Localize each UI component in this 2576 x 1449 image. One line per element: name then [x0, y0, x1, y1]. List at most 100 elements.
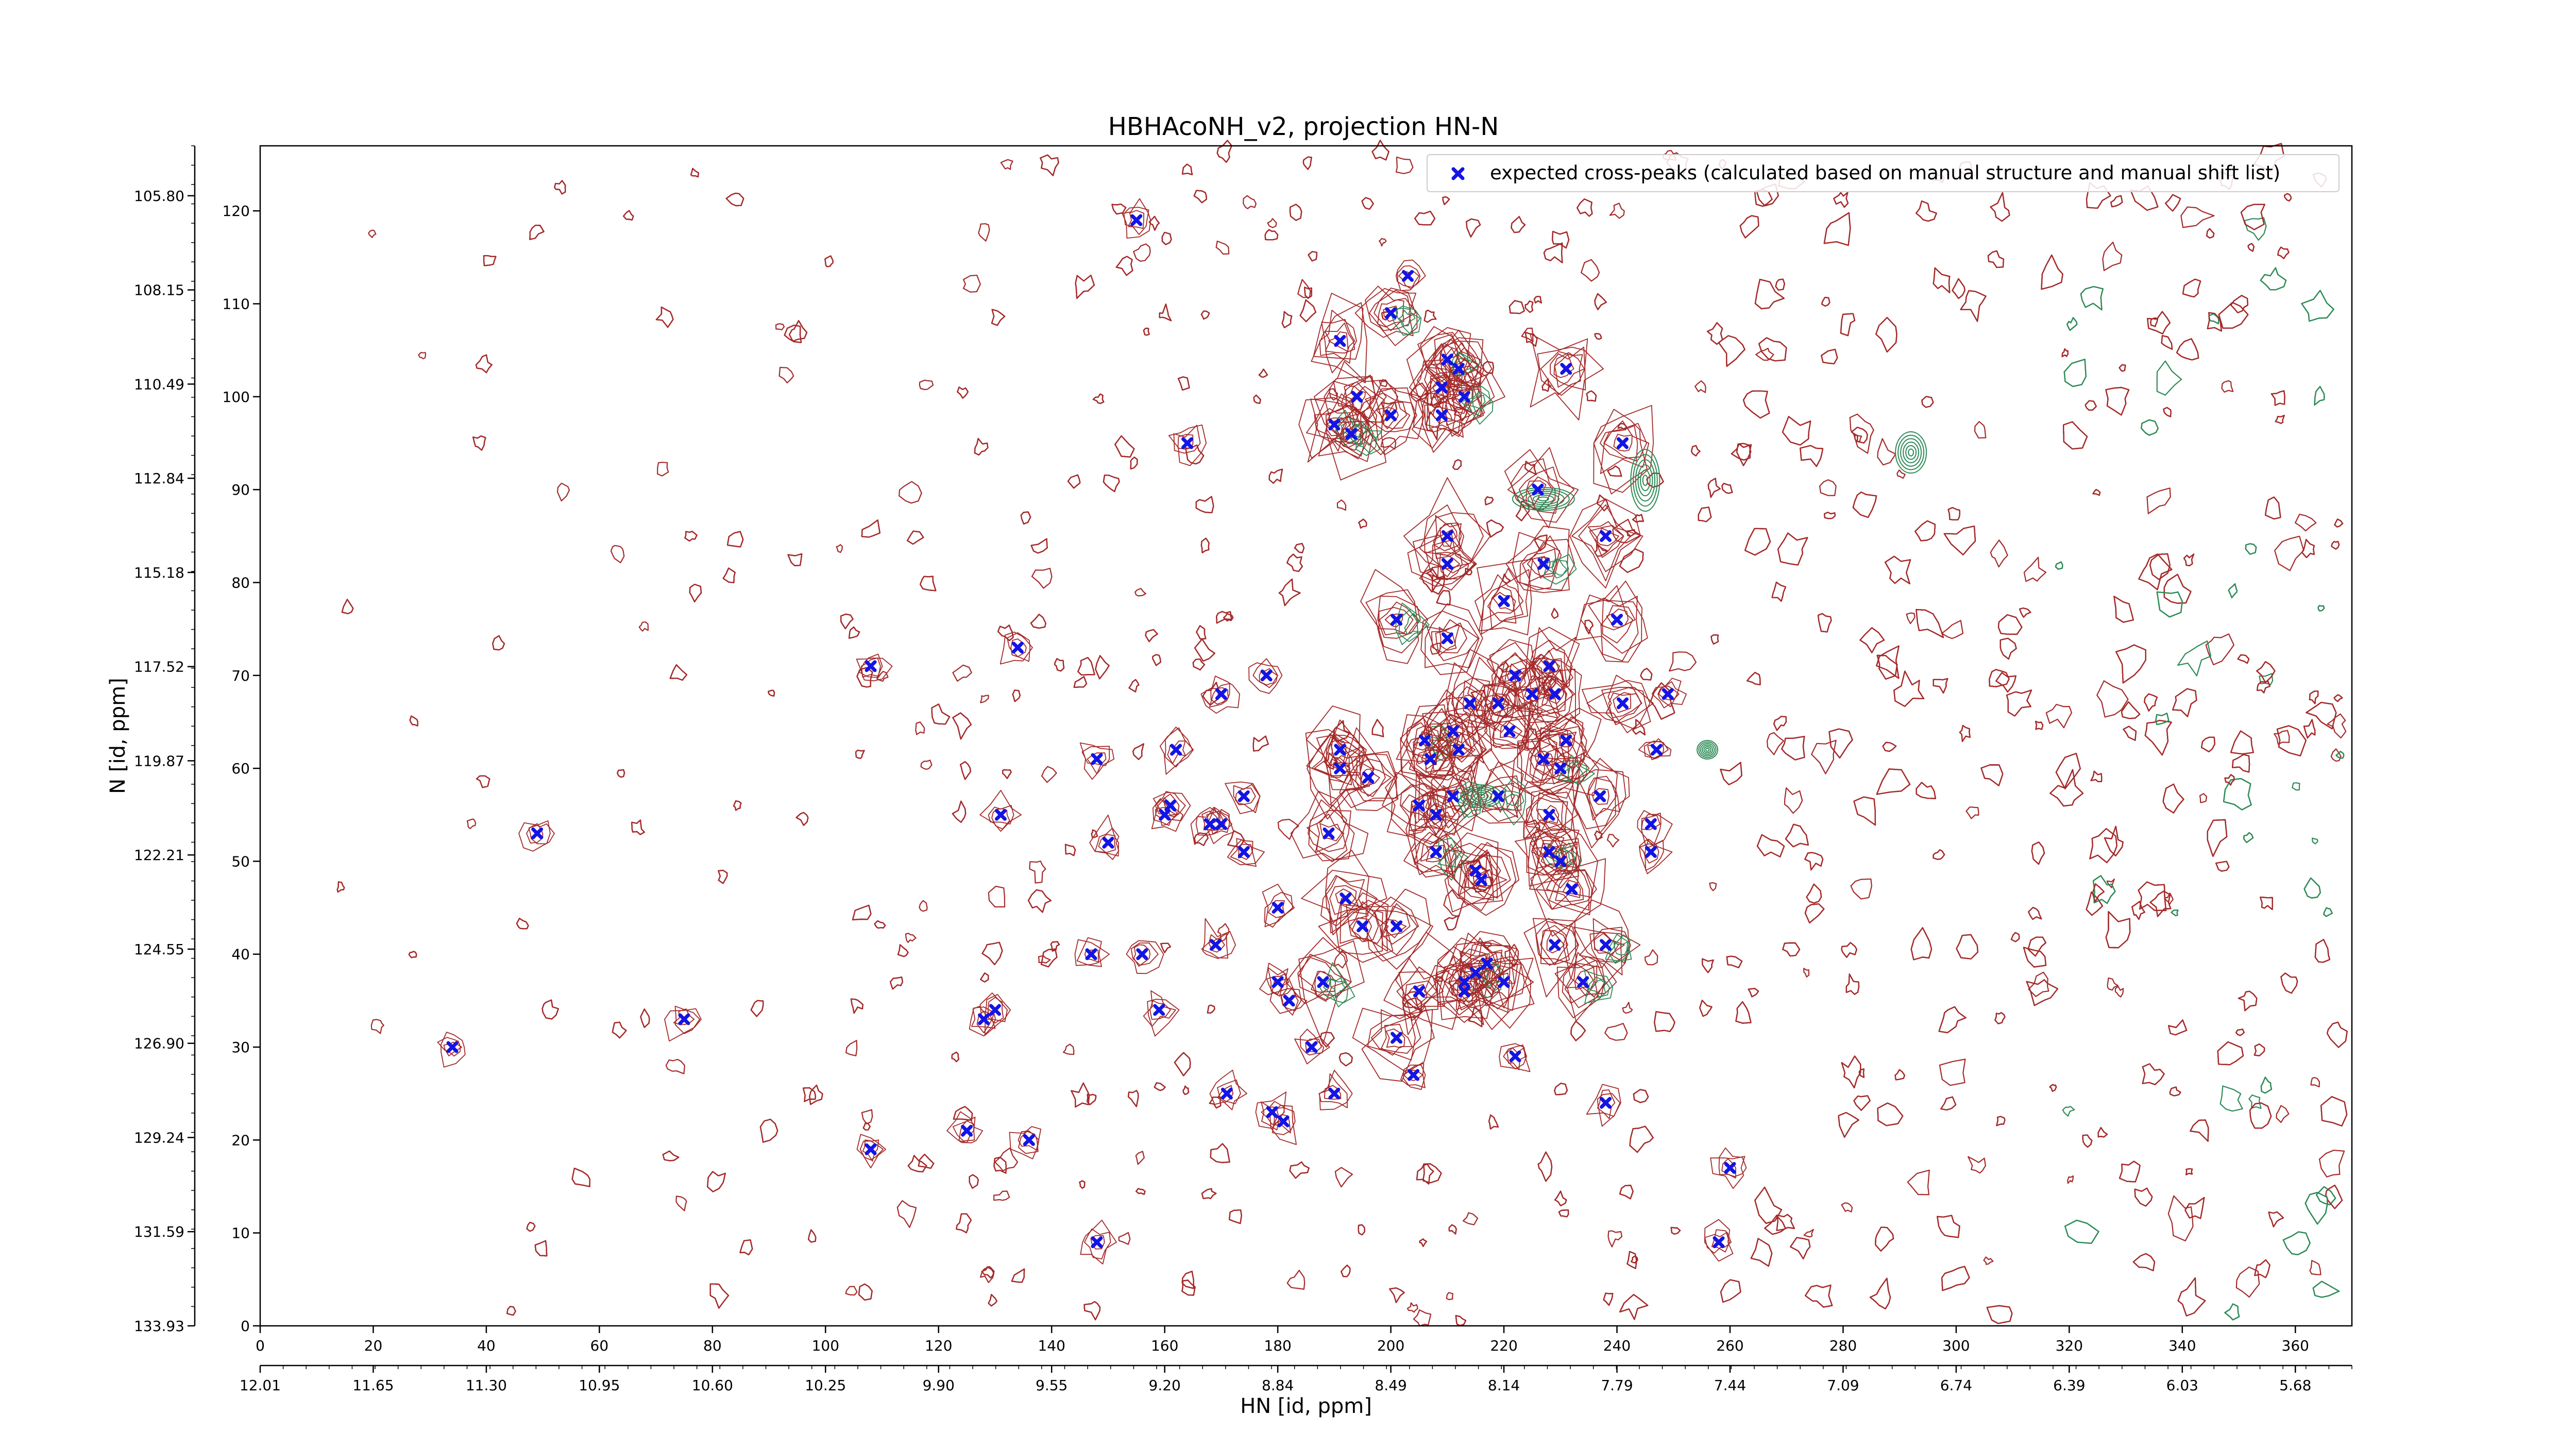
- contour-line: [1103, 475, 1120, 492]
- contour-line: [1459, 931, 1522, 1011]
- negative-peak-contour: [1895, 431, 1927, 474]
- contour-line: [1619, 548, 1644, 573]
- contour-line: [1431, 622, 1467, 653]
- contour-line: [1202, 918, 1236, 959]
- contour-line: [920, 576, 937, 592]
- contour-line: [1448, 1224, 1457, 1235]
- contour-line: [1699, 1000, 1713, 1017]
- cross-peak-marker: [1441, 558, 1453, 570]
- contour-line: [1395, 156, 1414, 174]
- contour-line: [1248, 662, 1283, 694]
- contour-line: [2232, 754, 2250, 773]
- contour-line: [1933, 678, 1948, 694]
- contour-line: [978, 223, 990, 242]
- contour-line: [974, 437, 989, 456]
- contour-line: [1645, 949, 1658, 966]
- contour-line: [1841, 942, 1857, 958]
- contour-line: [1877, 1102, 1904, 1126]
- contour-line: [1987, 250, 2004, 268]
- x-ppm-tick-label: 12.01: [240, 1377, 281, 1394]
- contour-line: [759, 1119, 778, 1143]
- contour-line: [1378, 238, 1387, 247]
- contour-line: [1298, 940, 1365, 1044]
- contour-line: [466, 818, 477, 830]
- contour-line: [1531, 556, 1551, 579]
- y-ppm-tick-label: 133.93: [134, 1318, 184, 1335]
- contour-line: [2265, 496, 2281, 520]
- contour-line: [476, 775, 490, 788]
- cross-peak-marker: [1091, 1236, 1103, 1249]
- contour-line: [2309, 690, 2319, 704]
- contour-line: [1567, 963, 1598, 997]
- contour-line: [1361, 197, 1374, 210]
- contour-line: [1622, 1002, 1633, 1014]
- contour-line: [1586, 687, 1651, 730]
- contour-line: [1177, 376, 1190, 391]
- cross-peak-marker: [1238, 790, 1250, 802]
- contour-line: [969, 1174, 979, 1189]
- contour-line: [2141, 419, 2159, 436]
- contour-line: [2295, 514, 2317, 532]
- x-ppm-tick-label: 6.39: [2053, 1377, 2085, 1394]
- contour-line: [1338, 1052, 1353, 1067]
- cross-peak-marker: [1543, 846, 1555, 858]
- contour-line: [1153, 792, 1191, 821]
- contour-line: [1227, 839, 1265, 866]
- contour-line: [1804, 903, 1825, 923]
- contour-line: [2164, 892, 2174, 905]
- contour-line: [2235, 1029, 2245, 1036]
- cross-peak-marker: [1328, 418, 1341, 431]
- contour-line: [2131, 901, 2145, 920]
- negative-peak-contour: [1537, 496, 1549, 501]
- contour-line: [1201, 933, 1228, 959]
- contour-line: [991, 309, 1006, 326]
- contour-line: [1493, 704, 1534, 749]
- contour-line: [492, 635, 505, 651]
- contour-line: [1193, 190, 1207, 204]
- contour-line: [1613, 692, 1632, 713]
- contour-line: [1365, 387, 1415, 456]
- legend-marker-x: [1451, 167, 1465, 180]
- cross-peak-marker: [1385, 307, 1397, 319]
- contour-line: [1710, 634, 1719, 645]
- contour-line: [862, 1139, 879, 1162]
- contour-line: [1398, 609, 1428, 642]
- contour-line: [1776, 1214, 1795, 1231]
- contour-line: [2023, 557, 2047, 582]
- contour-line: [1298, 954, 1347, 1002]
- contour-line: [897, 944, 909, 957]
- contour-line: [1580, 757, 1618, 834]
- contour-line: [1654, 1011, 1675, 1032]
- contour-line: [2113, 596, 2134, 623]
- cross-peak-marker: [1266, 1106, 1278, 1118]
- contour-line: [856, 1134, 887, 1169]
- contour-line: [1916, 200, 1937, 222]
- contour-line: [1435, 619, 1460, 656]
- contour-line: [1432, 575, 1445, 595]
- contour-line: [1472, 395, 1486, 417]
- contour-line: [1608, 934, 1631, 964]
- contour-line: [1841, 1055, 1861, 1089]
- contour-line: [1550, 346, 1586, 391]
- contour-line: [1406, 1302, 1418, 1313]
- contour-line: [1174, 1052, 1191, 1076]
- contour-line: [1463, 851, 1507, 890]
- cross-peak-marker: [1215, 818, 1227, 830]
- contour-line: [2280, 972, 2298, 994]
- cross-peak-marker: [1435, 381, 1448, 394]
- contour-line: [1504, 449, 1579, 523]
- contour-line: [1075, 275, 1095, 299]
- contour-line: [836, 544, 843, 553]
- contour-line: [2215, 861, 2230, 872]
- contour-line: [2165, 194, 2181, 212]
- contour-line: [1395, 602, 1430, 645]
- contour-line: [2320, 1096, 2348, 1127]
- x-index-tick-label: 40: [477, 1337, 496, 1354]
- contour-line: [979, 789, 1022, 832]
- contour-line: [1592, 918, 1631, 964]
- contour-line: [1775, 278, 1785, 291]
- contour-line: [1587, 976, 1610, 999]
- contour-line: [1852, 491, 1877, 518]
- contour-line: [1383, 306, 1398, 322]
- contour-line: [1286, 1270, 1306, 1290]
